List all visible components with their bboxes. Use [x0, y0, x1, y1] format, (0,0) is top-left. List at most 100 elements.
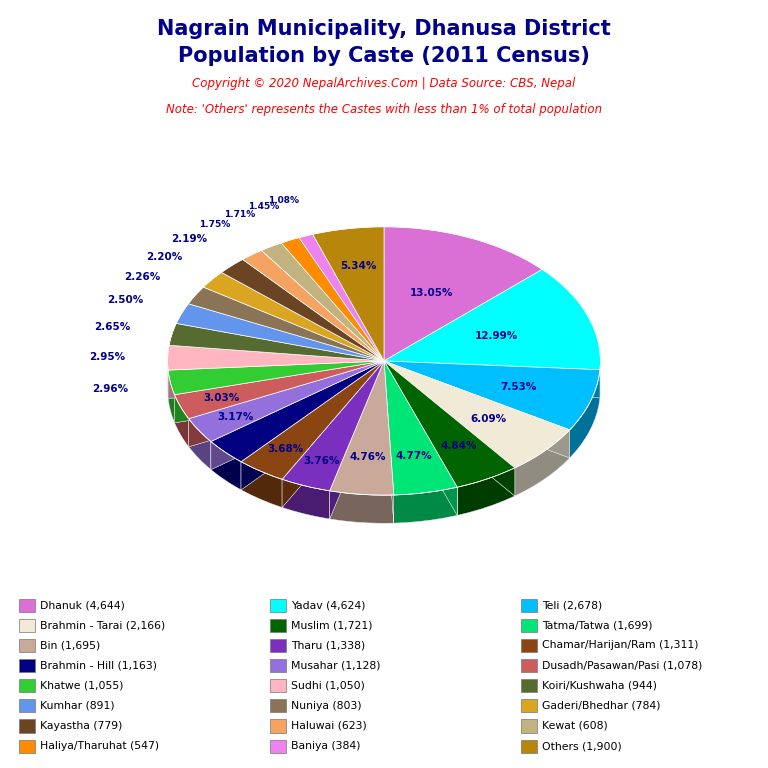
- Polygon shape: [384, 270, 601, 369]
- Text: 5.34%: 5.34%: [339, 260, 376, 270]
- FancyBboxPatch shape: [270, 700, 286, 713]
- Polygon shape: [188, 287, 384, 361]
- Polygon shape: [329, 491, 394, 523]
- Polygon shape: [241, 462, 282, 508]
- FancyBboxPatch shape: [19, 598, 35, 611]
- FancyBboxPatch shape: [270, 598, 286, 611]
- Polygon shape: [169, 323, 384, 361]
- Text: Brahmin - Hill (1,163): Brahmin - Hill (1,163): [40, 660, 157, 670]
- Polygon shape: [241, 361, 384, 490]
- Polygon shape: [384, 361, 600, 430]
- Text: Teli (2,678): Teli (2,678): [542, 600, 602, 610]
- Polygon shape: [384, 361, 600, 398]
- FancyBboxPatch shape: [270, 679, 286, 692]
- Text: Nuniya (803): Nuniya (803): [291, 701, 362, 711]
- Polygon shape: [189, 361, 384, 447]
- FancyBboxPatch shape: [270, 619, 286, 632]
- Polygon shape: [167, 346, 384, 370]
- Polygon shape: [384, 361, 570, 458]
- Text: 4.84%: 4.84%: [440, 441, 477, 451]
- Polygon shape: [221, 260, 384, 361]
- Polygon shape: [384, 361, 394, 523]
- Polygon shape: [384, 361, 515, 487]
- Polygon shape: [168, 370, 174, 423]
- Text: 1.45%: 1.45%: [248, 202, 280, 210]
- Text: 1.75%: 1.75%: [199, 220, 230, 230]
- Polygon shape: [174, 361, 384, 423]
- Text: Chamar/Harijan/Ram (1,311): Chamar/Harijan/Ram (1,311): [542, 641, 699, 650]
- Polygon shape: [168, 361, 384, 399]
- Polygon shape: [282, 361, 384, 508]
- Text: Koiri/Kushwaha (944): Koiri/Kushwaha (944): [542, 680, 657, 690]
- Polygon shape: [384, 361, 570, 458]
- FancyBboxPatch shape: [19, 679, 35, 692]
- FancyBboxPatch shape: [521, 679, 537, 692]
- Text: Gaderi/Bhedhar (784): Gaderi/Bhedhar (784): [542, 701, 660, 711]
- FancyBboxPatch shape: [19, 659, 35, 672]
- Polygon shape: [299, 234, 384, 361]
- Text: Brahmin - Tarai (2,166): Brahmin - Tarai (2,166): [40, 621, 166, 631]
- Polygon shape: [189, 361, 384, 447]
- Polygon shape: [241, 361, 384, 490]
- Text: Population by Caste (2011 Census): Population by Caste (2011 Census): [178, 46, 590, 66]
- Text: Tharu (1,338): Tharu (1,338): [291, 641, 366, 650]
- Polygon shape: [281, 237, 384, 361]
- Text: Nagrain Municipality, Dhanusa District: Nagrain Municipality, Dhanusa District: [157, 19, 611, 39]
- Polygon shape: [329, 361, 394, 495]
- Text: 3.76%: 3.76%: [303, 456, 339, 466]
- Polygon shape: [168, 361, 384, 395]
- Text: 6.09%: 6.09%: [471, 414, 507, 424]
- FancyBboxPatch shape: [19, 720, 35, 733]
- Text: Baniya (384): Baniya (384): [291, 741, 361, 751]
- Polygon shape: [384, 227, 542, 361]
- Polygon shape: [189, 419, 211, 470]
- Polygon shape: [204, 273, 384, 361]
- Polygon shape: [174, 361, 384, 423]
- Text: 1.71%: 1.71%: [224, 210, 255, 219]
- FancyBboxPatch shape: [521, 598, 537, 611]
- Text: 2.96%: 2.96%: [92, 383, 128, 393]
- Polygon shape: [384, 361, 457, 515]
- Ellipse shape: [167, 255, 601, 523]
- Text: Haluwai (623): Haluwai (623): [291, 721, 367, 731]
- Text: Musahar (1,128): Musahar (1,128): [291, 660, 381, 670]
- Polygon shape: [211, 361, 384, 462]
- Text: 1.08%: 1.08%: [269, 197, 300, 205]
- Polygon shape: [394, 487, 457, 523]
- Text: Dhanuk (4,644): Dhanuk (4,644): [40, 600, 125, 610]
- Polygon shape: [384, 361, 457, 515]
- Polygon shape: [384, 361, 515, 496]
- Text: 12.99%: 12.99%: [475, 331, 518, 341]
- Polygon shape: [329, 361, 384, 519]
- Text: 3.03%: 3.03%: [204, 392, 240, 402]
- Text: Muslim (1,721): Muslim (1,721): [291, 621, 372, 631]
- Text: 3.27%: 3.27%: [239, 429, 275, 439]
- Text: Kewat (608): Kewat (608): [542, 721, 607, 731]
- Polygon shape: [457, 468, 515, 515]
- Polygon shape: [570, 369, 600, 458]
- FancyBboxPatch shape: [521, 700, 537, 713]
- FancyBboxPatch shape: [521, 619, 537, 632]
- Text: 2.20%: 2.20%: [146, 252, 182, 262]
- Polygon shape: [168, 361, 384, 399]
- Text: 2.26%: 2.26%: [124, 272, 161, 282]
- Text: Kayastha (779): Kayastha (779): [40, 721, 123, 731]
- Text: Kumhar (891): Kumhar (891): [40, 701, 115, 711]
- Text: 3.68%: 3.68%: [267, 444, 303, 454]
- FancyBboxPatch shape: [19, 740, 35, 753]
- Text: 13.05%: 13.05%: [409, 288, 453, 298]
- Polygon shape: [243, 250, 384, 361]
- Text: 4.76%: 4.76%: [349, 452, 386, 462]
- Polygon shape: [282, 361, 384, 491]
- Text: 7.53%: 7.53%: [500, 382, 537, 392]
- Polygon shape: [211, 361, 384, 470]
- Text: Haliya/Tharuhat (547): Haliya/Tharuhat (547): [40, 741, 160, 751]
- Polygon shape: [313, 227, 384, 361]
- Polygon shape: [189, 361, 384, 442]
- Text: Khatwe (1,055): Khatwe (1,055): [40, 680, 124, 690]
- Text: Tatma/Tatwa (1,699): Tatma/Tatwa (1,699): [542, 621, 653, 631]
- FancyBboxPatch shape: [270, 720, 286, 733]
- Polygon shape: [384, 361, 394, 523]
- Polygon shape: [261, 243, 384, 361]
- Text: 2.19%: 2.19%: [171, 234, 207, 244]
